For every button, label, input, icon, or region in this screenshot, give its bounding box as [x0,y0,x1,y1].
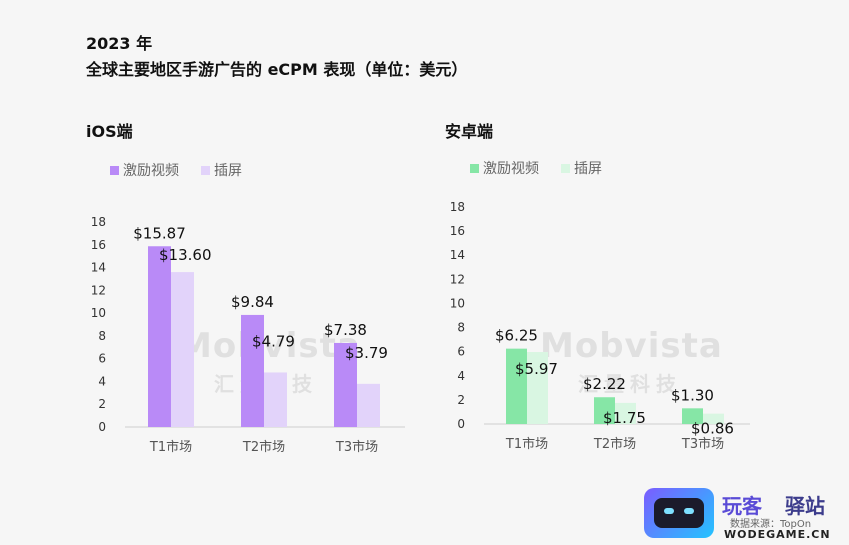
y-tick-label: 6 [98,352,106,366]
legend-swatch [561,163,570,173]
site-logo-icon [644,488,714,538]
x-tick-label: T3市场 [681,436,724,452]
y-tick-label: 18 [450,200,465,214]
watermark-brand-cn: 汇量科技 [578,372,682,396]
bar [682,408,703,424]
legend-swatch [110,165,119,175]
y-tick-label: 10 [91,306,106,320]
y-tick-label: 2 [98,397,106,411]
y-tick-label: 4 [457,369,465,383]
logo-text-a: 玩客 [722,494,762,518]
y-tick-label: 18 [91,215,106,229]
y-tick-label: 16 [91,238,106,252]
legend-item: 插屏 [201,160,242,180]
chart-main-title: 全球主要地区手游广告的 eCPM 表现（单位：美元） [86,60,468,79]
ios-legend: 激励视频 插屏 [110,160,242,180]
data-label: $1.30 [671,386,714,404]
x-tick-label: T2市场 [242,439,285,455]
data-label: $0.86 [691,420,734,438]
data-label: $2.22 [583,375,626,393]
eye-icon [664,508,674,514]
x-tick-label: T1市场 [149,439,192,455]
legend-label: 激励视频 [123,163,179,179]
watermark-brand: Mobvista [540,326,723,366]
y-tick-label: 12 [91,283,106,297]
bar [148,246,171,427]
bar [357,383,380,427]
bar [334,342,357,427]
legend-item: 插屏 [561,158,602,178]
bar [171,272,194,427]
bar [506,348,527,424]
data-label: $7.38 [324,321,367,339]
eye-icon [684,508,694,514]
legend-item: 激励视频 [110,160,179,180]
legend-swatch [201,165,210,175]
android-panel-title: 安卓端 [445,122,494,141]
legend-item: 激励视频 [470,158,539,178]
y-tick-label: 8 [98,329,106,343]
bar [615,402,636,424]
y-tick-label: 16 [450,224,465,238]
legend-label: 插屏 [214,163,242,179]
chart-year-title: 2023 年 [86,34,153,53]
x-tick-label: T3市场 [335,439,378,455]
y-tick-label: 14 [91,261,106,275]
legend-label: 激励视频 [483,161,539,177]
watermark-brand: Mobvista [178,326,361,366]
bar [594,397,615,424]
y-tick-label: 10 [450,296,465,310]
y-tick-label: 2 [457,393,465,407]
x-tick-label: T1市场 [505,436,548,452]
bar [241,314,264,427]
android-legend: 激励视频 插屏 [470,158,602,178]
data-label: $9.84 [231,293,274,311]
legend-swatch [470,163,479,173]
data-label: $3.79 [345,344,388,362]
data-label: $6.25 [495,327,538,345]
y-tick-label: 4 [98,374,106,388]
bar [703,413,724,424]
y-tick-label: 6 [457,345,465,359]
bar [527,352,548,424]
x-tick-label: T2市场 [593,436,636,452]
y-tick-label: 0 [457,417,465,431]
data-label: $15.87 [133,224,186,242]
robot-face-icon [654,498,704,528]
data-label: $4.79 [252,332,295,350]
y-tick-label: 12 [450,272,465,286]
logo-text-b: 驿站 [785,494,825,518]
y-tick-label: 8 [457,321,465,335]
y-tick-label: 0 [98,420,106,434]
data-source: 数据来源：TopOn [730,519,812,530]
data-label: $5.97 [515,360,558,378]
ios-panel-title: iOS端 [86,122,133,141]
data-label: $13.60 [159,246,212,264]
bar [264,372,287,427]
data-label: $1.75 [603,409,646,427]
legend-label: 插屏 [574,161,602,177]
y-tick-label: 14 [450,248,465,262]
site-domain: WODEGAME.CN [724,528,831,541]
